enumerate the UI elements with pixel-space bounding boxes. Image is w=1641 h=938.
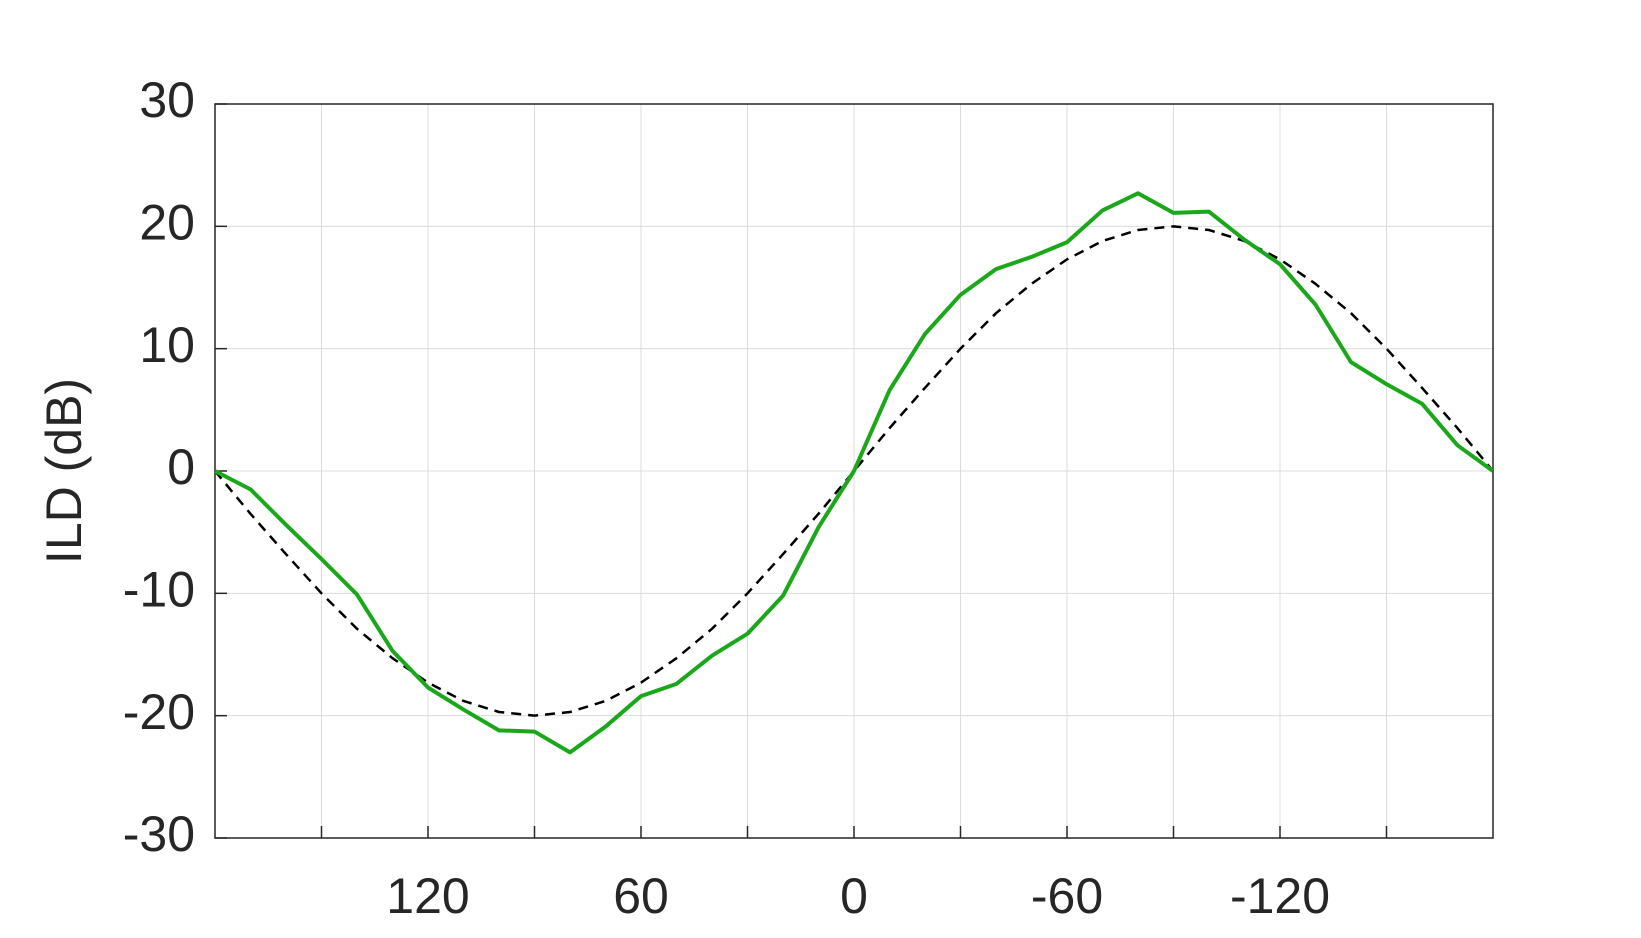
x-tick-label: -120 (1230, 868, 1330, 924)
y-tick-label: 10 (139, 317, 195, 373)
axes-box (214, 103, 1494, 839)
y-tick-label: -20 (123, 684, 195, 740)
y-tick-label: -30 (123, 806, 195, 862)
y-tick-label: 20 (139, 195, 195, 251)
x-tick-label: 120 (386, 868, 469, 924)
y-tick-label: 0 (167, 439, 195, 495)
x-tick-label: -60 (1031, 868, 1103, 924)
x-tick-label: 0 (840, 868, 868, 924)
y-axis-label: ILD (dB) (36, 378, 92, 564)
y-tick-label: 30 (139, 72, 195, 128)
x-tick-label: 60 (613, 868, 669, 924)
y-tick-label: -10 (123, 562, 195, 618)
series-line (214, 191, 1495, 755)
